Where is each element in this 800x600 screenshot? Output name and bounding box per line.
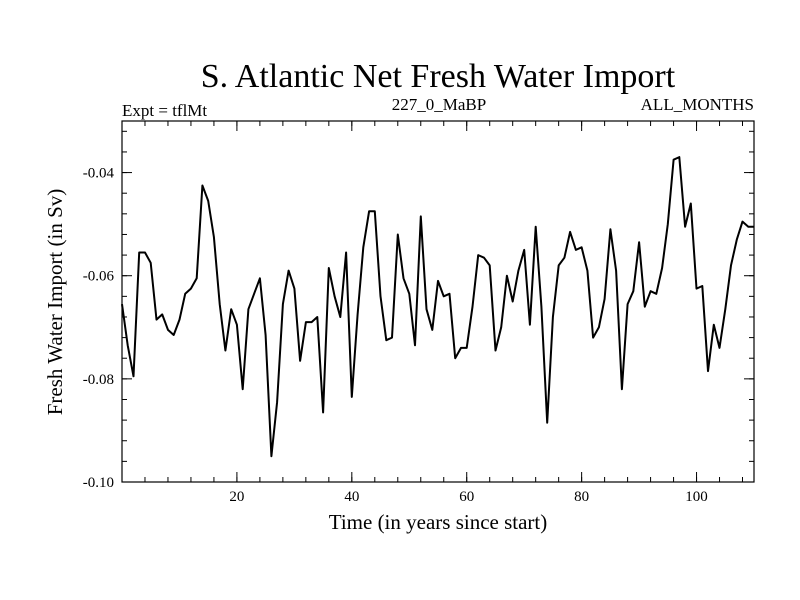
y-tick-label: -0.08	[83, 372, 114, 388]
experiment-label: Expt = tflMt	[122, 101, 207, 120]
case-label: 227_0_MaBP	[392, 95, 486, 114]
tick-labels: 20 40 60 80 100 -0.10 -0.08 -0.06 -0.04	[83, 166, 708, 505]
x-axis-label: Time (in years since start)	[329, 510, 548, 534]
x-tick-label: 60	[459, 489, 474, 505]
months-label: ALL_MONTHS	[641, 95, 754, 114]
x-tick-label: 100	[685, 489, 708, 505]
chart-title: S. Atlantic Net Fresh Water Import	[201, 58, 676, 95]
y-tick-label: -0.10	[83, 475, 114, 491]
x-tick-label: 80	[574, 489, 589, 505]
x-tick-label: 40	[344, 489, 359, 505]
x-tick-label: 20	[229, 489, 244, 505]
axis-ticks	[122, 121, 754, 483]
y-tick-label: -0.06	[83, 269, 115, 285]
y-axis-label: Fresh Water Import (in Sv)	[43, 189, 67, 416]
plot-frame	[121, 120, 755, 483]
data-series-line	[121, 156, 754, 458]
y-tick-label: -0.04	[83, 166, 115, 182]
